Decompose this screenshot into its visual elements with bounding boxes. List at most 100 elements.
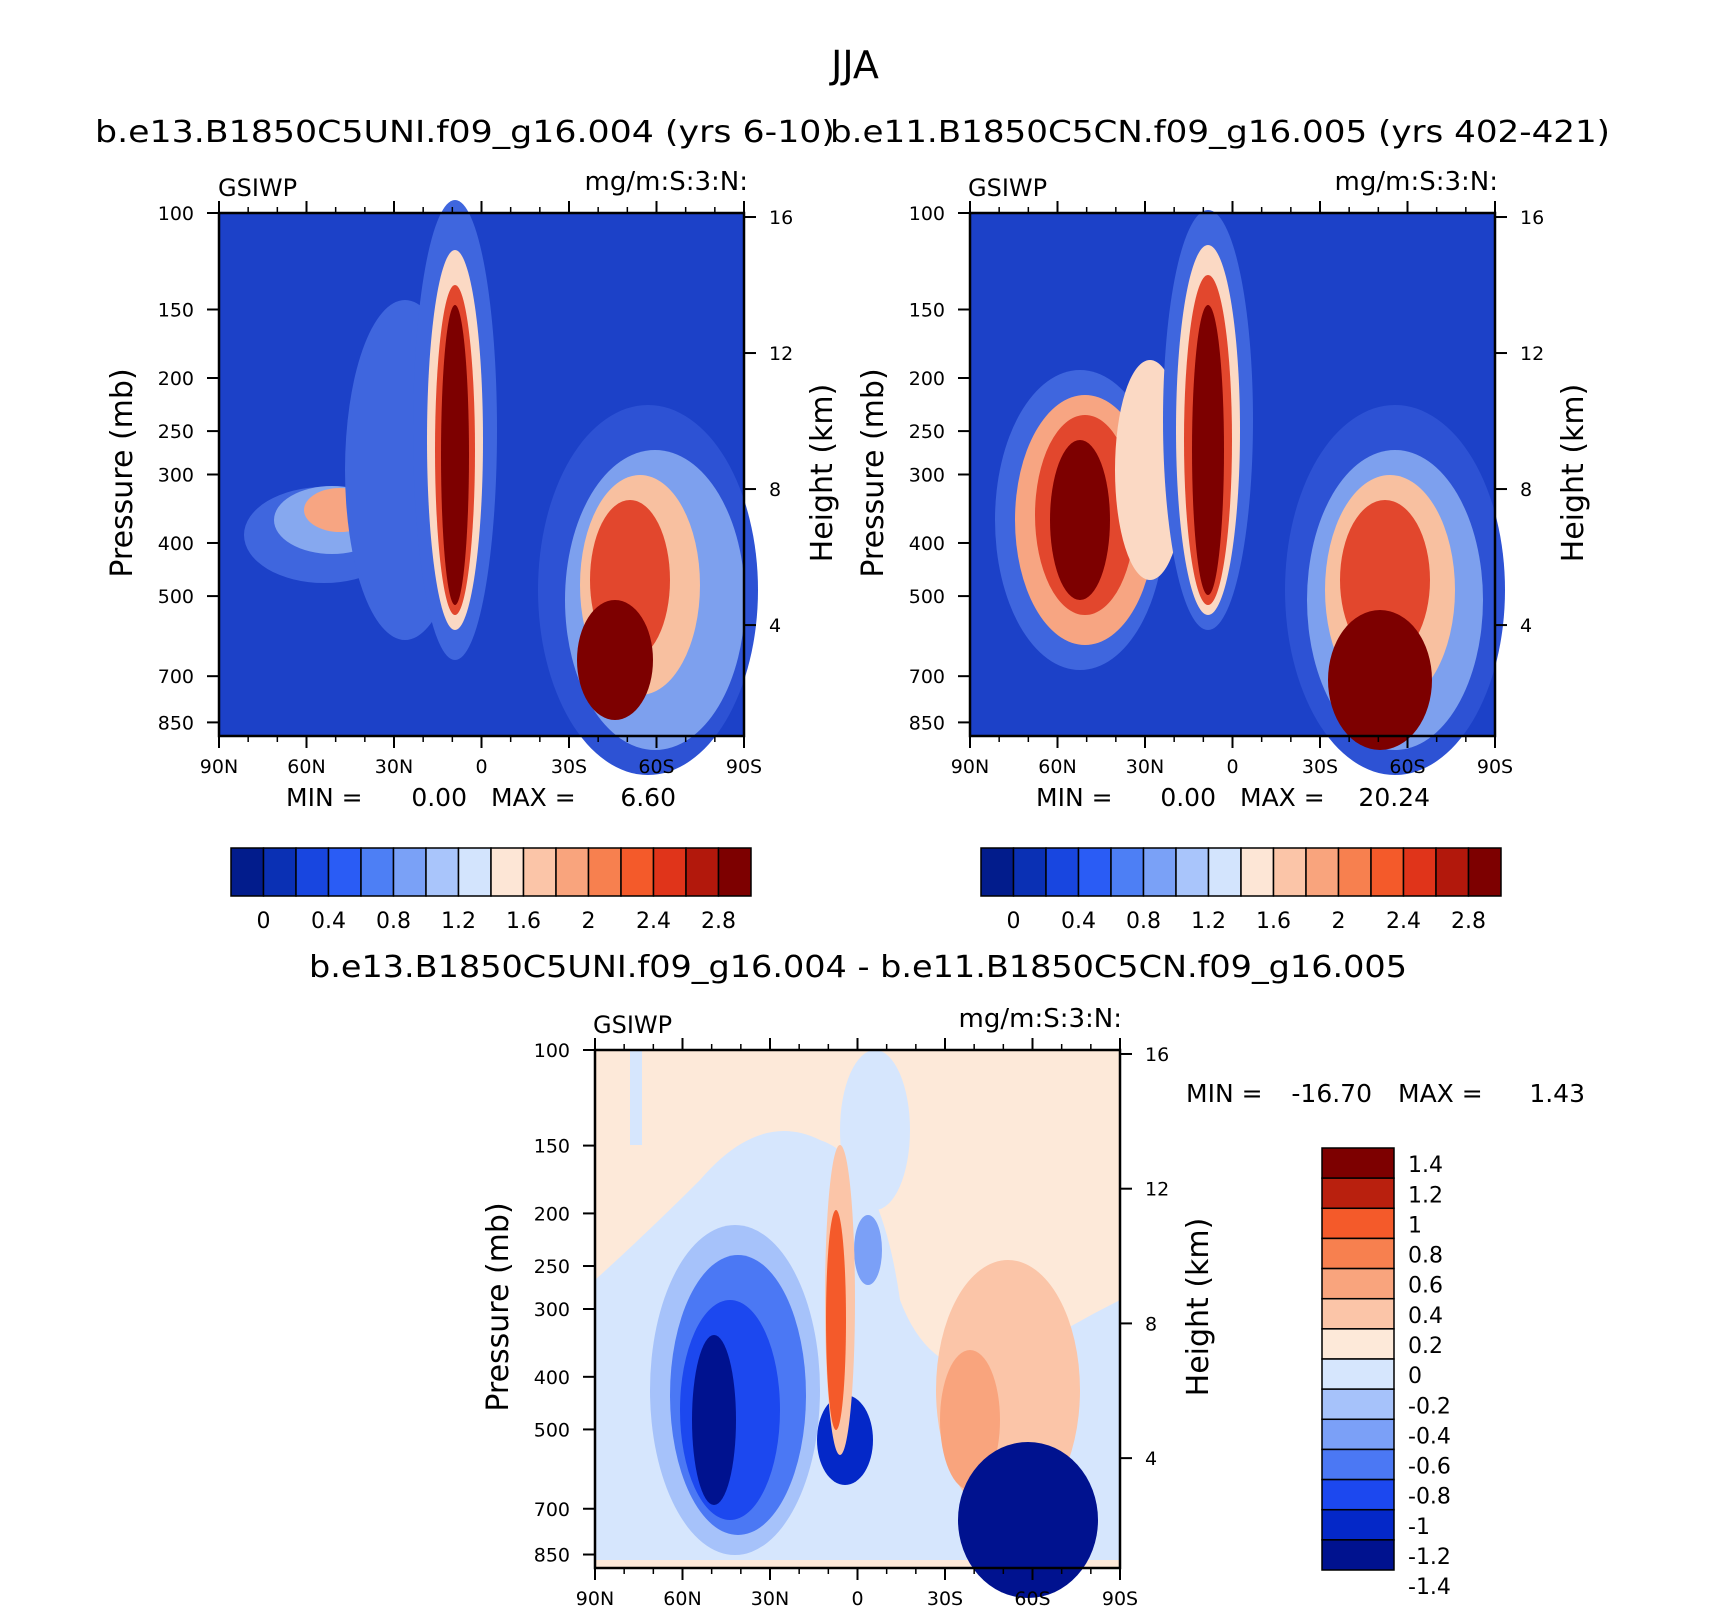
colorbar-box: [587, 847, 622, 897]
x-tick-label: 0: [1226, 756, 1238, 778]
colorbar-label: 1.4: [1408, 1153, 1443, 1178]
colorbar-box: [1321, 1508, 1395, 1541]
y-tick-label: 400: [534, 1367, 570, 1389]
y-tick-label: 150: [158, 300, 194, 322]
panel-diff-min-label: MIN =: [1186, 1079, 1263, 1108]
colorbar-label: 2: [1332, 909, 1346, 934]
y-tick-label: 400: [158, 533, 194, 555]
colorbar-label: 2.8: [1451, 909, 1486, 934]
colorbar-box: [327, 847, 362, 897]
panel-case-ylabel: Pressure (mb): [105, 368, 140, 577]
colorbar-box: [1337, 847, 1372, 897]
x-tick-label: 30S: [1302, 756, 1338, 778]
x-tick-label: 30N: [1126, 756, 1164, 778]
colorbar-label: -1.2: [1408, 1545, 1451, 1570]
colorbar-box: [1045, 847, 1080, 897]
y-right-tick-label: 12: [1520, 343, 1544, 365]
x-tick-label: 60N: [1038, 756, 1076, 778]
colorbar-box: [1110, 847, 1145, 897]
y-tick-label: 200: [909, 368, 945, 390]
colorbar-box: [1077, 847, 1112, 897]
colorbar-label: 1.2: [1408, 1183, 1443, 1208]
colorbar-label: -1: [1408, 1515, 1430, 1540]
panel-diff-ylabel-right: Height (km): [1181, 1218, 1216, 1397]
colorbar-box: [555, 847, 590, 897]
colorbar-box: [1240, 847, 1275, 897]
panel-diff-units: mg/m:S:3:N:: [959, 1004, 1122, 1034]
colorbar-label: 2.8: [701, 909, 736, 934]
colorbar-box: [1207, 847, 1242, 897]
x-tick-label: 90N: [200, 756, 238, 778]
colorbar-box: [1175, 847, 1210, 897]
figure-title: JJA: [829, 43, 879, 87]
colorbar-label: 1: [1408, 1213, 1422, 1238]
panel-case: b.e13.B1850C5UNI.f09_g16.004 (yrs 6-10) …: [95, 115, 840, 934]
y-tick-label: 300: [158, 465, 194, 487]
colorbar-box: [717, 847, 752, 897]
panel-diff-ylabel: Pressure (mb): [481, 1202, 516, 1411]
y-right-tick-label: 16: [769, 207, 793, 229]
y-right-tick-label: 4: [1520, 615, 1532, 637]
colorbar-box: [1467, 847, 1502, 897]
panel-control-max-value: 20.24: [1358, 783, 1430, 812]
colorbar-box: [652, 847, 687, 897]
panel-diff-colorbar: 1.4 1.2 1 0.8 0.6 0.4 0.2 0 -0.2 -0.4 -0.6 -0.8 -1 -1…: [1321, 1147, 1451, 1600]
colorbar-label: 0.4: [311, 909, 346, 934]
colorbar-label: -0.8: [1408, 1485, 1451, 1510]
colorbar-label: -0.6: [1408, 1455, 1451, 1480]
x-tick-label: 60S: [638, 756, 674, 778]
panel-case-axes: 90N 60N 30N 0 30S 60S 90S 100 150 200 250 300 400 500…: [158, 201, 793, 778]
colorbar-box: [1321, 1388, 1395, 1421]
panel-control-stats: MIN = 0.00 MAX = 20.24: [1036, 783, 1430, 812]
y-right-tick-label: 12: [1145, 1179, 1169, 1201]
x-tick-label: 90N: [576, 1588, 614, 1610]
x-tick-label: 30S: [551, 756, 587, 778]
colorbar-label: 1.6: [1256, 909, 1291, 934]
colorbar-box: [1321, 1177, 1395, 1210]
y-tick-label: 850: [158, 712, 194, 734]
panel-control-colorbar: 0 0.4 0.8 1.2 1.6 2 2.4 2.8: [980, 847, 1502, 934]
colorbar-label: 0.8: [1408, 1244, 1443, 1269]
colorbar-box: [425, 847, 460, 897]
panel-control-axes: 90N 60N 30N 0 30S 60S 90S 100 150 200 250 300 400 500…: [909, 201, 1544, 778]
colorbar-box: [1321, 1297, 1395, 1330]
colorbar-box: [1321, 1418, 1395, 1451]
y-right-tick-label: 8: [1145, 1313, 1157, 1335]
y-tick-label: 850: [534, 1545, 570, 1567]
y-tick-label: 700: [158, 666, 194, 688]
y-tick-label: 100: [158, 203, 194, 225]
y-right-tick-label: 16: [1145, 1044, 1169, 1066]
y-right-tick-label: 4: [1145, 1448, 1157, 1470]
panel-case-min-value: 0.00: [411, 783, 467, 812]
colorbar-box: [1012, 847, 1047, 897]
panel-case-min-label: MIN =: [286, 783, 363, 812]
panel-diff-min-value: -16.70: [1291, 1079, 1372, 1108]
y-tick-label: 500: [909, 586, 945, 608]
x-tick-label: 30S: [927, 1588, 963, 1610]
y-tick-label: 200: [534, 1203, 570, 1225]
colorbar-label: -0.2: [1408, 1394, 1451, 1419]
x-tick-label: 30N: [375, 756, 413, 778]
y-tick-label: 200: [158, 368, 194, 390]
y-right-tick-label: 4: [769, 615, 781, 637]
colorbar-label: 0.8: [376, 909, 411, 934]
y-tick-label: 250: [534, 1256, 570, 1278]
colorbar-box: [1321, 1328, 1395, 1360]
y-tick-label: 400: [909, 533, 945, 555]
x-tick-label: 60S: [1014, 1588, 1050, 1610]
panel-case-colorbar: 0 0.4 0.8 1.2 1.6 2 2.4 2.8: [230, 847, 752, 934]
panel-control-min-label: MIN =: [1036, 783, 1113, 812]
colorbar-label: 1.6: [506, 909, 541, 934]
y-tick-label: 700: [534, 1499, 570, 1521]
panel-case-plot: [217, 200, 758, 775]
colorbar-box: [360, 847, 395, 897]
panel-control-plot: [968, 210, 1505, 775]
panel-diff-plot: [593, 1048, 1122, 1598]
colorbar-box: [1142, 847, 1177, 897]
panel-diff: b.e13.B1850C5UNI.f09_g16.004 - b.e11.B18…: [309, 950, 1585, 1610]
panel-control-units: mg/m:S:3:N:: [1335, 167, 1498, 197]
x-tick-label: 90S: [726, 756, 762, 778]
colorbar-box: [1321, 1237, 1395, 1270]
colorbar-label: 0.4: [1408, 1304, 1443, 1329]
